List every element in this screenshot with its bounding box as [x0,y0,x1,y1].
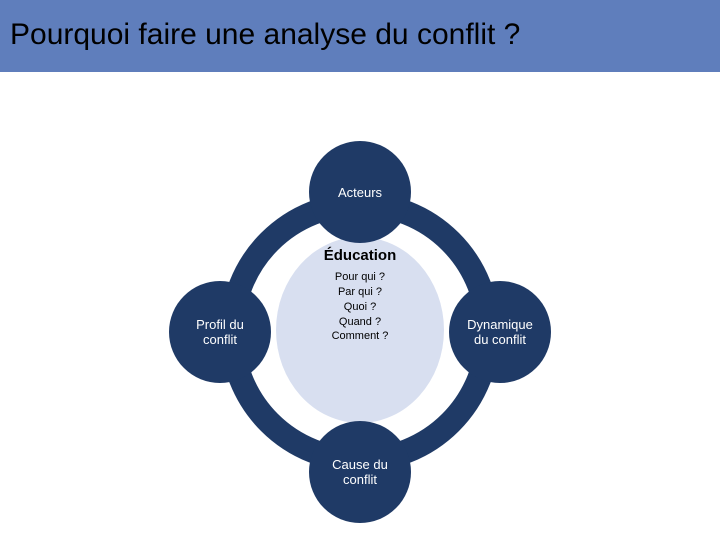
center-question: Quoi ? [332,300,389,315]
center-question: Quand ? [332,315,389,330]
center-question: Pour qui ? [332,270,389,285]
node-label-line: Dynamique [467,317,533,332]
center-question: Comment ? [332,329,389,344]
node-label-line: Cause du [332,457,388,472]
title-bar: Pourquoi faire une analyse du conflit ? [0,0,720,72]
node-label-line: Profil du [196,317,244,332]
center-oval: Éducation Pour qui ?Par qui ?Quoi ?Quand… [276,237,444,423]
node-label-line: conflit [203,332,237,347]
diagram-stage: Éducation Pour qui ?Par qui ?Quoi ?Quand… [0,72,720,532]
center-question: Par qui ? [332,285,389,300]
node-cause: Cause duconflit [309,421,411,523]
node-label-line: du conflit [474,332,526,347]
center-questions: Pour qui ?Par qui ?Quoi ?Quand ?Comment … [332,270,389,344]
center-title: Éducation [324,247,397,264]
node-dynamique: Dynamiquedu conflit [449,281,551,383]
node-label-line: Acteurs [338,185,382,200]
node-label-line: conflit [343,472,377,487]
node-profil: Profil duconflit [169,281,271,383]
node-acteurs: Acteurs [309,141,411,243]
page-title: Pourquoi faire une analyse du conflit ? [10,18,710,52]
